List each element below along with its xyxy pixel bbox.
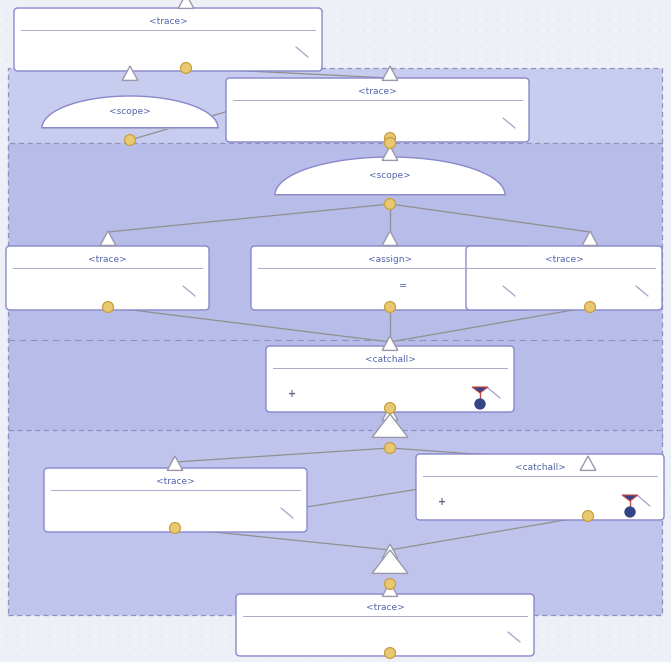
Polygon shape	[167, 456, 183, 471]
Circle shape	[384, 647, 395, 659]
Text: <trace>: <trace>	[148, 17, 187, 26]
Bar	[8, 68, 662, 180]
FancyBboxPatch shape	[14, 8, 322, 71]
Circle shape	[170, 522, 180, 534]
Circle shape	[125, 134, 136, 146]
Text: <scope>: <scope>	[369, 171, 411, 181]
Circle shape	[582, 510, 594, 522]
Circle shape	[384, 402, 395, 414]
Polygon shape	[382, 146, 398, 160]
Polygon shape	[178, 0, 194, 9]
Text: +: +	[288, 389, 296, 399]
Polygon shape	[382, 544, 398, 559]
Polygon shape	[372, 414, 408, 438]
Polygon shape	[382, 66, 398, 80]
Circle shape	[384, 443, 395, 453]
Polygon shape	[472, 387, 488, 393]
Circle shape	[384, 579, 395, 589]
Circle shape	[384, 199, 395, 209]
FancyBboxPatch shape	[251, 246, 529, 310]
FancyBboxPatch shape	[416, 454, 664, 520]
Bar	[8, 143, 662, 443]
Circle shape	[584, 302, 595, 312]
Polygon shape	[382, 336, 398, 350]
Polygon shape	[382, 582, 398, 596]
Text: <trace>: <trace>	[156, 477, 195, 485]
Text: +: +	[438, 497, 446, 507]
FancyBboxPatch shape	[44, 468, 307, 532]
Polygon shape	[580, 456, 596, 471]
Text: <trace>: <trace>	[366, 602, 405, 612]
Polygon shape	[122, 66, 138, 80]
FancyBboxPatch shape	[226, 78, 529, 142]
Text: <catchall>: <catchall>	[515, 463, 566, 471]
Text: =: =	[399, 281, 407, 291]
Circle shape	[384, 302, 395, 312]
FancyBboxPatch shape	[466, 246, 662, 310]
Circle shape	[384, 138, 395, 148]
FancyBboxPatch shape	[6, 246, 209, 310]
Circle shape	[103, 302, 113, 312]
FancyBboxPatch shape	[266, 346, 514, 412]
Circle shape	[384, 132, 395, 144]
Text: <trace>: <trace>	[545, 254, 583, 263]
Bar	[8, 430, 662, 615]
Text: <trace>: <trace>	[88, 254, 127, 263]
Polygon shape	[622, 495, 638, 501]
Polygon shape	[582, 231, 598, 246]
Text: <assign>: <assign>	[368, 254, 412, 263]
Polygon shape	[382, 406, 398, 420]
Text: <trace>: <trace>	[358, 87, 397, 95]
Text: <scope>: <scope>	[109, 107, 151, 117]
Polygon shape	[382, 231, 398, 246]
FancyBboxPatch shape	[236, 594, 534, 656]
Text: <catchall>: <catchall>	[364, 354, 415, 363]
Polygon shape	[275, 157, 505, 195]
Circle shape	[180, 63, 191, 73]
Polygon shape	[372, 550, 408, 573]
Polygon shape	[42, 96, 218, 128]
Polygon shape	[100, 231, 116, 246]
Circle shape	[475, 399, 485, 409]
Circle shape	[625, 507, 635, 517]
